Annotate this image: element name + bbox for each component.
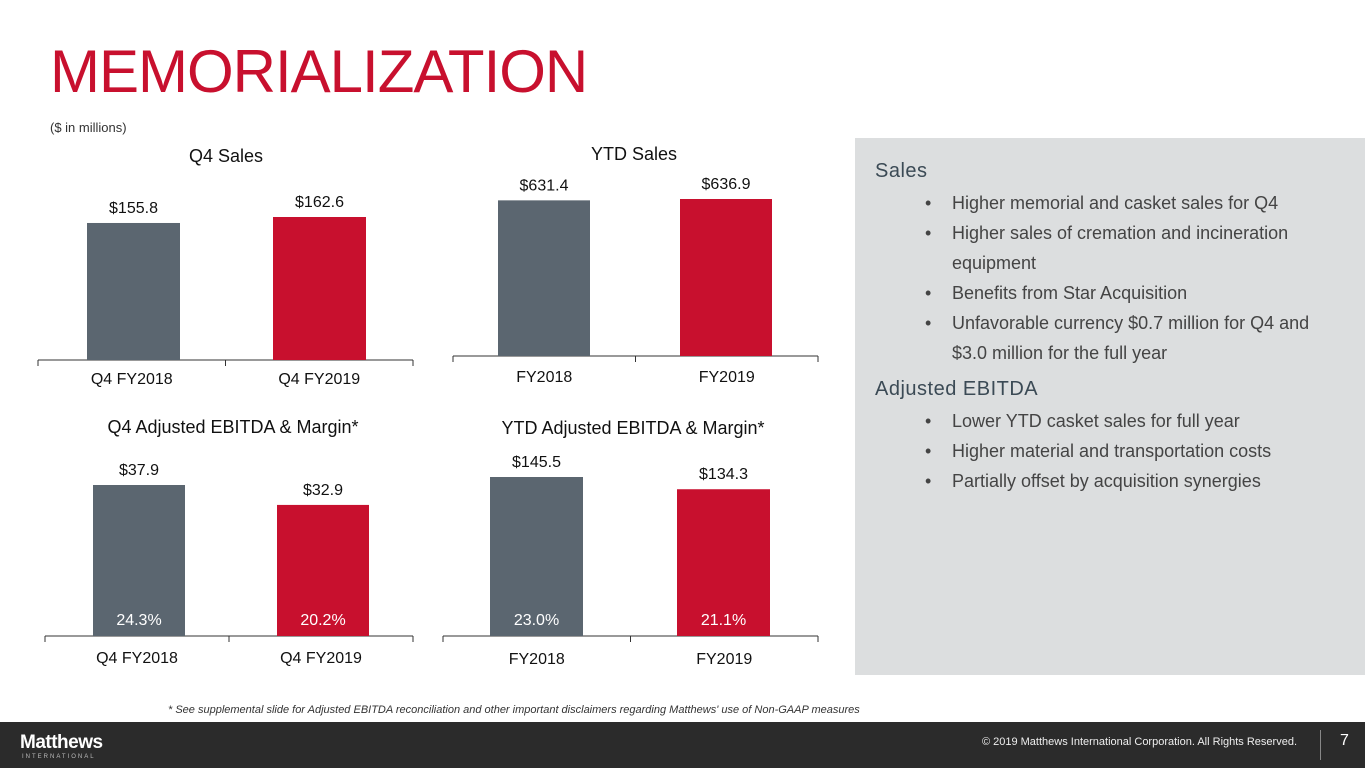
category-label: FY2018 [516, 369, 572, 386]
sales-bullet: Unfavorable currency $0.7 million for Q4… [925, 308, 1345, 368]
copyright: © 2019 Matthews International Corporatio… [981, 736, 1297, 748]
chart-title: Q4 Sales [189, 146, 263, 166]
ebitda-bullets: Lower YTD casket sales for full year Hig… [925, 406, 1345, 496]
ebitda-bullet: Higher material and transportation costs [925, 436, 1345, 466]
chart-title: Q4 Adjusted EBITDA & Margin* [107, 417, 358, 437]
footer: Matthews INTERNATIONAL © 2019 Matthews I… [0, 722, 1365, 768]
page-number: 7 [1340, 732, 1349, 749]
bar [498, 200, 590, 356]
page-title: MEMORIALIZATION [50, 38, 588, 105]
data-label: $37.9 [119, 462, 159, 479]
ebitda-bullet: Partially offset by acquisition synergie… [925, 466, 1345, 496]
margin-label: 24.3% [116, 612, 161, 629]
commentary-panel: Sales Higher memorial and casket sales f… [855, 138, 1365, 675]
bar [680, 199, 772, 356]
margin-label: 21.1% [701, 612, 746, 629]
bar [277, 504, 369, 636]
data-label: $636.9 [702, 176, 751, 193]
category-label: FY2019 [696, 651, 752, 668]
sales-heading: Sales [875, 160, 928, 182]
data-label: $631.4 [520, 177, 569, 194]
bar [273, 217, 366, 360]
category-label: Q4 FY2019 [280, 650, 362, 667]
category-label: Q4 FY2019 [278, 371, 360, 388]
bar [677, 489, 770, 636]
category-label: FY2019 [699, 369, 755, 386]
charts-area: Q4 Sales $155.8 Q4 FY2018 $162.6 Q4 FY2019 YT… [37, 144, 819, 668]
margin-label: 23.0% [514, 612, 559, 629]
chart-title: YTD Adjusted EBITDA & Margin* [501, 418, 764, 438]
sales-bullets: Higher memorial and casket sales for Q4 … [925, 188, 1345, 368]
matthews-logo: Matthews [20, 732, 103, 753]
data-label: $155.8 [109, 200, 158, 217]
chart-title: YTD Sales [591, 144, 677, 164]
category-label: Q4 FY2018 [91, 371, 173, 388]
sales-bullet: Higher sales of cremation and incinerati… [925, 218, 1345, 278]
bar [93, 485, 185, 636]
ebitda-bullet: Lower YTD casket sales for full year [925, 406, 1345, 436]
sales-bullet: Higher memorial and casket sales for Q4 [925, 188, 1345, 218]
data-label: $32.9 [303, 482, 343, 499]
data-label: $134.3 [699, 466, 748, 483]
data-label: $145.5 [512, 454, 561, 471]
footnote: * See supplemental slide for Adjusted EB… [168, 704, 860, 716]
footer-divider [1320, 730, 1321, 760]
bar [87, 222, 180, 360]
category-label: FY2018 [509, 651, 565, 668]
data-label: $162.6 [295, 194, 344, 211]
category-label: Q4 FY2018 [96, 650, 178, 667]
sales-bullet: Benefits from Star Acquisition [925, 278, 1345, 308]
logo-subtitle: INTERNATIONAL [22, 754, 96, 760]
bar [490, 477, 583, 636]
units-note: ($ in millions) [50, 120, 127, 135]
ebitda-heading: Adjusted EBITDA [875, 378, 1039, 400]
margin-label: 20.2% [300, 612, 345, 629]
